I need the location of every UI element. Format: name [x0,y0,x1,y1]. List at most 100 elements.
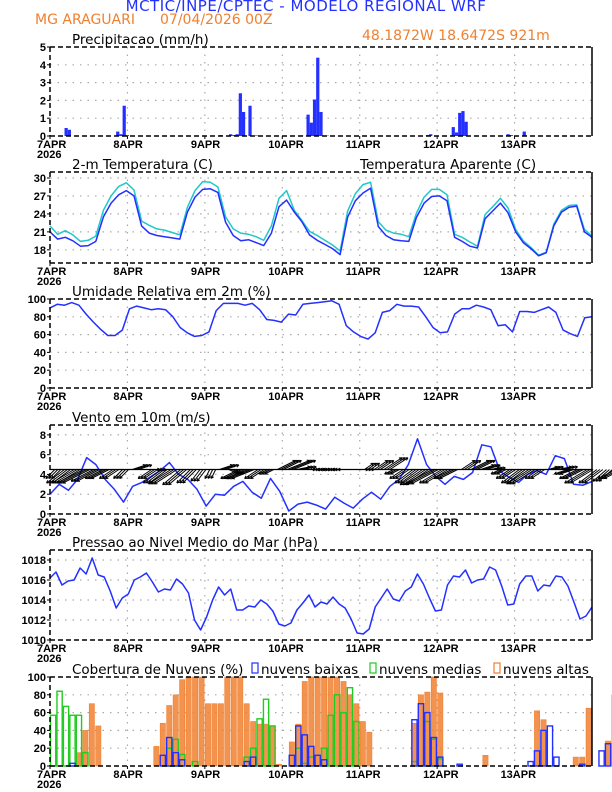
wind-arrow [135,464,149,470]
y-tick-label: 3 [40,78,46,90]
cloud-bar-nuvens-altas [159,722,166,767]
x-tick-label: 7APR [37,391,66,403]
x-year-label: 2026 [37,527,61,539]
wind-arrow [62,469,91,484]
cloud-bar-nuvens-altas [366,731,373,767]
wind-arrow-head [51,480,55,484]
wind-arrow [85,469,104,479]
wind-arrow [530,469,546,479]
cloud-bar-nuvens-altas [327,676,334,767]
wind-arrow-head [492,459,496,464]
precip-bar [122,105,126,136]
wind-arrow-head [376,462,381,467]
panel-precip [47,46,593,139]
wind-arrow-head [603,475,608,480]
cloud-bar-nuvens-medias [49,714,57,767]
legend-nuvens-baixas: nuvens baixas [261,662,358,678]
wind-arrow-head [404,481,409,485]
x-tick-label: 8APR [113,643,142,655]
wind-arrow [364,462,374,470]
wind-arrow-head [433,475,437,480]
cloud-bar-nuvens-baixas [430,736,438,767]
run-date: 07/04/2026 00Z [160,12,273,28]
cloud-bar-nuvens-altas [76,752,82,767]
wind-arrow [411,469,439,485]
wind-arrow-head [390,460,395,464]
series-line-blue [49,187,593,257]
y-tick-label: 1014 [22,595,47,607]
wind-arrow-head [556,471,561,476]
y-tick-label: 24 [34,209,47,221]
wind-arrow-head [154,481,158,485]
wind-arrow [425,469,449,484]
legend-nuvens-medias: nuvens medias [379,662,481,678]
wind-arrow [561,466,575,470]
cloud-bar-nuvens-baixas [69,762,76,767]
cloud-bar-nuvens-altas [172,694,179,767]
wind-arrow [182,469,197,484]
wind-arrow-head [597,475,602,480]
precip-bar [119,134,123,136]
wind-arrow-head [244,475,248,479]
wind-arrow-head [137,475,142,479]
precip-bar [522,131,526,136]
precip-bar [116,131,120,136]
panel-temperature [47,171,593,266]
x-tick-label: 10APR [268,643,304,655]
wind-arrow [379,460,395,470]
cloud-bar-nuvens-altas [192,676,199,767]
wind-arrow [176,469,191,484]
wind-arrow [289,460,313,470]
cloud-bar-nuvens-altas [198,676,205,767]
wind-arrow [490,467,500,470]
wind-arrow [190,469,201,482]
wind-arrow [146,469,165,484]
y-tick-label: 0 [40,509,46,521]
wind-arrow-head [62,480,66,484]
wind-arrow-head [140,475,145,479]
y-tick-label: 4 [40,60,47,72]
x-tick-label: 12APR [423,517,459,529]
station-coords: 48.1872W 18.6472S 921m [362,28,550,44]
legend-swatch-nuvens-baixas [251,662,259,674]
wind-arrow [373,460,389,470]
wind-arrow-head [204,475,208,479]
cloud-bar-nuvens-altas [334,676,340,767]
wind-arrow [292,460,316,470]
x-tick-label: 7APR [37,643,66,655]
wind-arrow [389,469,404,479]
x-tick-label: 11APR [346,769,381,781]
wind-arrow [570,469,594,484]
x-tick-label: 12APR [423,266,459,278]
wind-arrow [562,469,581,479]
wind-arrow-head [584,480,588,484]
cloud-bar-nuvens-baixas [301,734,309,767]
wind-arrow [143,469,162,484]
cloud-bar-nuvens-altas [88,703,95,767]
y-tick-label: 60 [34,708,46,720]
wind-arrow-head [298,459,302,464]
cloud-bar-nuvens-altas [308,676,315,767]
wind-arrow [207,469,214,479]
wind-arrow-head [59,480,63,484]
wind-arrow [88,469,107,479]
wind-arrow-head [113,475,117,479]
wind-arrow-head [524,475,529,479]
wind-arrow-head [334,467,338,472]
wind-arrow [222,464,237,470]
wind-arrow [476,460,496,470]
wind-arrow [473,460,493,470]
wind-arrow-head [490,471,495,475]
wind-arrow-head [495,475,500,479]
wind-arrow [559,469,578,479]
wind-arrow-head [498,475,503,479]
wind-arrow [296,466,311,470]
wind-arrow-head [116,475,120,479]
panel-title: Cobertura de Nuvens (%) [72,662,243,678]
x-tick-label: 7APR [37,139,66,151]
x-tick-label: 13APR [501,517,537,529]
y-tick-label: 20 [34,743,46,755]
wind-arrow [91,469,110,479]
wind-arrow-head [165,481,169,486]
wind-arrow-head [404,457,409,461]
